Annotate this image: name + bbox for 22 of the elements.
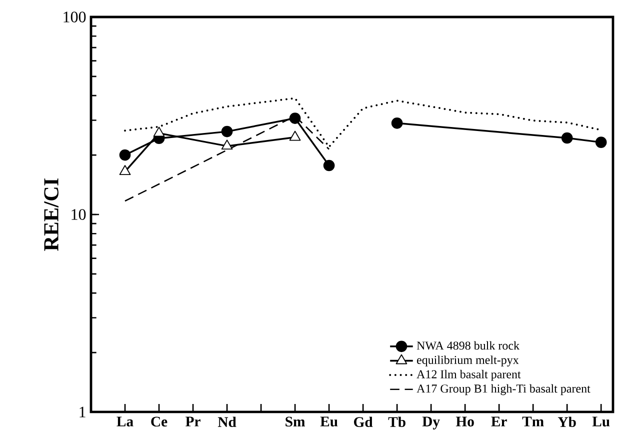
- x-tick-label: Eu: [320, 416, 338, 426]
- legend-label: NWA 4898 bulk rock: [416, 341, 520, 350]
- x-tick-label: Lu: [592, 416, 610, 426]
- y-axis-title: REE/CI: [44, 178, 58, 251]
- legend-label: equilibrium melt-pyx: [416, 356, 519, 366]
- y-tick-label: 10: [72, 209, 86, 220]
- x-tick-label: Dy: [422, 416, 440, 430]
- x-tick-label: Tb: [388, 416, 406, 428]
- x-tick-label: Tm: [522, 416, 544, 426]
- x-tick-label: Ho: [456, 416, 474, 426]
- y-tick-label: 100: [64, 12, 86, 22]
- x-tick-label: La: [116, 416, 134, 426]
- x-tick-label: Gd: [354, 416, 373, 428]
- x-tick-label: Nd: [218, 416, 236, 428]
- x-tick-label: Ce: [151, 416, 168, 427]
- legend-label: A12 Ilm basalt parent: [416, 370, 521, 381]
- x-tick-label: Er: [491, 416, 507, 426]
- legend-label: A17 Group B1 high-Ti basalt parent: [416, 384, 590, 396]
- x-tick-label: Pr: [186, 416, 200, 426]
- x-tick-label: Yb: [558, 416, 576, 428]
- y-tick-label: 1: [80, 406, 86, 418]
- x-tick-label: Sm: [286, 416, 305, 427]
